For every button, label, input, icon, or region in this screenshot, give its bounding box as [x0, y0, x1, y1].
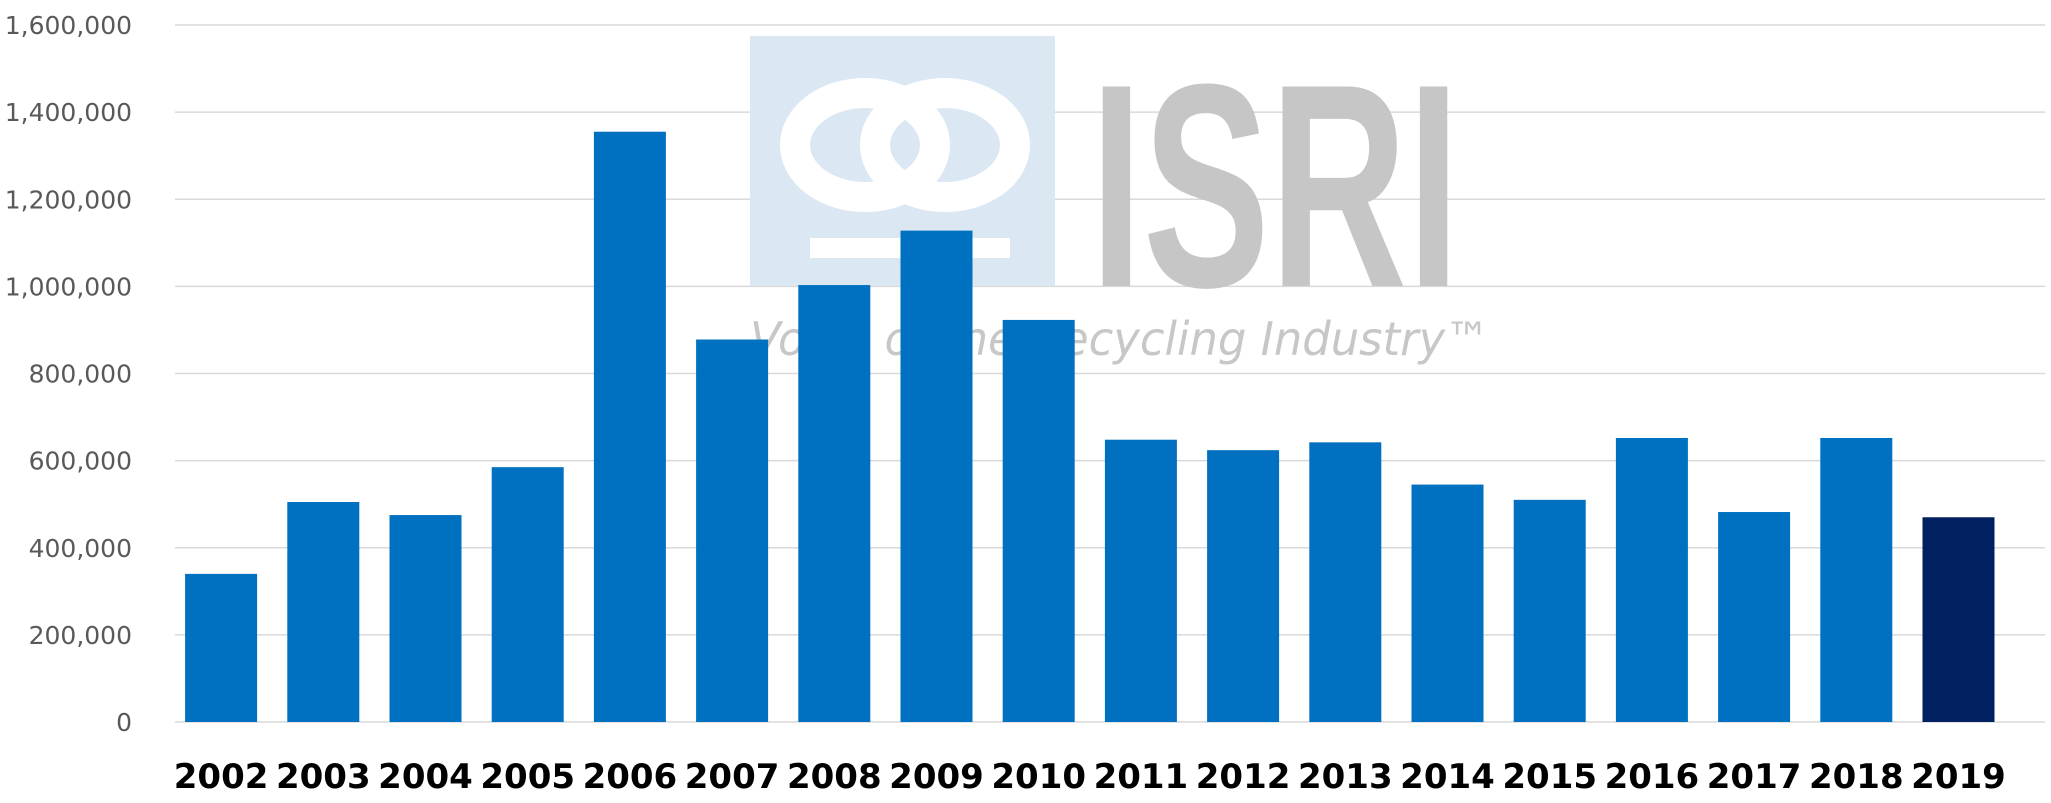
bar-2003 [287, 502, 360, 722]
bar-2006 [593, 131, 666, 722]
bar-2011 [1104, 439, 1177, 722]
y-tick-label: 1,600,000 [5, 11, 132, 40]
bar-2019 [1922, 517, 1995, 722]
x-tick-label-2004: 2004 [378, 757, 473, 797]
x-tick-label-2016: 2016 [1605, 757, 1700, 797]
gridlines [175, 24, 2045, 723]
bar-2016 [1615, 437, 1688, 722]
y-tick-label: 800,000 [29, 360, 132, 389]
x-tick-label-2019: 2019 [1911, 757, 2006, 797]
y-tick-label: 1,200,000 [5, 185, 132, 214]
bar-2014 [1411, 484, 1484, 722]
y-tick-label: 600,000 [29, 447, 132, 476]
x-tick-label-2009: 2009 [889, 757, 984, 797]
bar-2009 [900, 230, 973, 723]
x-tick-label-2005: 2005 [480, 757, 575, 797]
bar-2004 [389, 515, 462, 722]
x-tick-label-2007: 2007 [685, 757, 780, 797]
bar-2015 [1513, 499, 1586, 722]
x-tick-label-2010: 2010 [991, 757, 1086, 797]
bar-2017 [1718, 512, 1791, 722]
bar-2007 [696, 339, 769, 722]
x-axis-tick-labels: 2002 2003 2004 2005 2006 2007 2008 2009 2010 2011… [174, 757, 2006, 797]
watermark-letters: ISRI [1090, 24, 1460, 348]
x-tick-label-2002: 2002 [174, 757, 269, 797]
x-tick-label-2018: 2018 [1809, 757, 1904, 797]
y-tick-label: 400,000 [29, 534, 132, 563]
bars [185, 131, 1995, 723]
y-axis-tick-labels: 0 200,000 400,000 600,000 800,000 1,000,000 1,… [5, 11, 132, 737]
bar-2010 [1002, 319, 1075, 722]
watermark-tagline: Voice of the Recycling Industry™ [750, 312, 1490, 366]
x-tick-label-2011: 2011 [1094, 757, 1189, 797]
x-tick-label-2012: 2012 [1196, 757, 1291, 797]
bar-2012 [1207, 450, 1280, 722]
y-tick-label: 0 [116, 708, 132, 737]
x-tick-label-2006: 2006 [583, 757, 678, 797]
x-tick-label-2003: 2003 [276, 757, 371, 797]
y-tick-label: 1,400,000 [5, 98, 132, 127]
isri-watermark: ISRI Voice of the Recycling Industry™ [750, 24, 1490, 366]
x-tick-label-2014: 2014 [1400, 757, 1495, 797]
bar-2008 [798, 285, 871, 722]
bar-2013 [1309, 442, 1382, 722]
bar-2002 [185, 573, 258, 722]
x-tick-label-2008: 2008 [787, 757, 882, 797]
y-tick-label: 200,000 [29, 621, 132, 650]
y-tick-label: 1,000,000 [5, 272, 132, 301]
x-tick-label-2017: 2017 [1707, 757, 1802, 797]
x-tick-label-2015: 2015 [1502, 757, 1597, 797]
bar-2018 [1820, 437, 1893, 722]
watermark-logo-icon [780, 78, 1030, 212]
bar-2005 [491, 467, 564, 722]
x-tick-label-2013: 2013 [1298, 757, 1393, 797]
